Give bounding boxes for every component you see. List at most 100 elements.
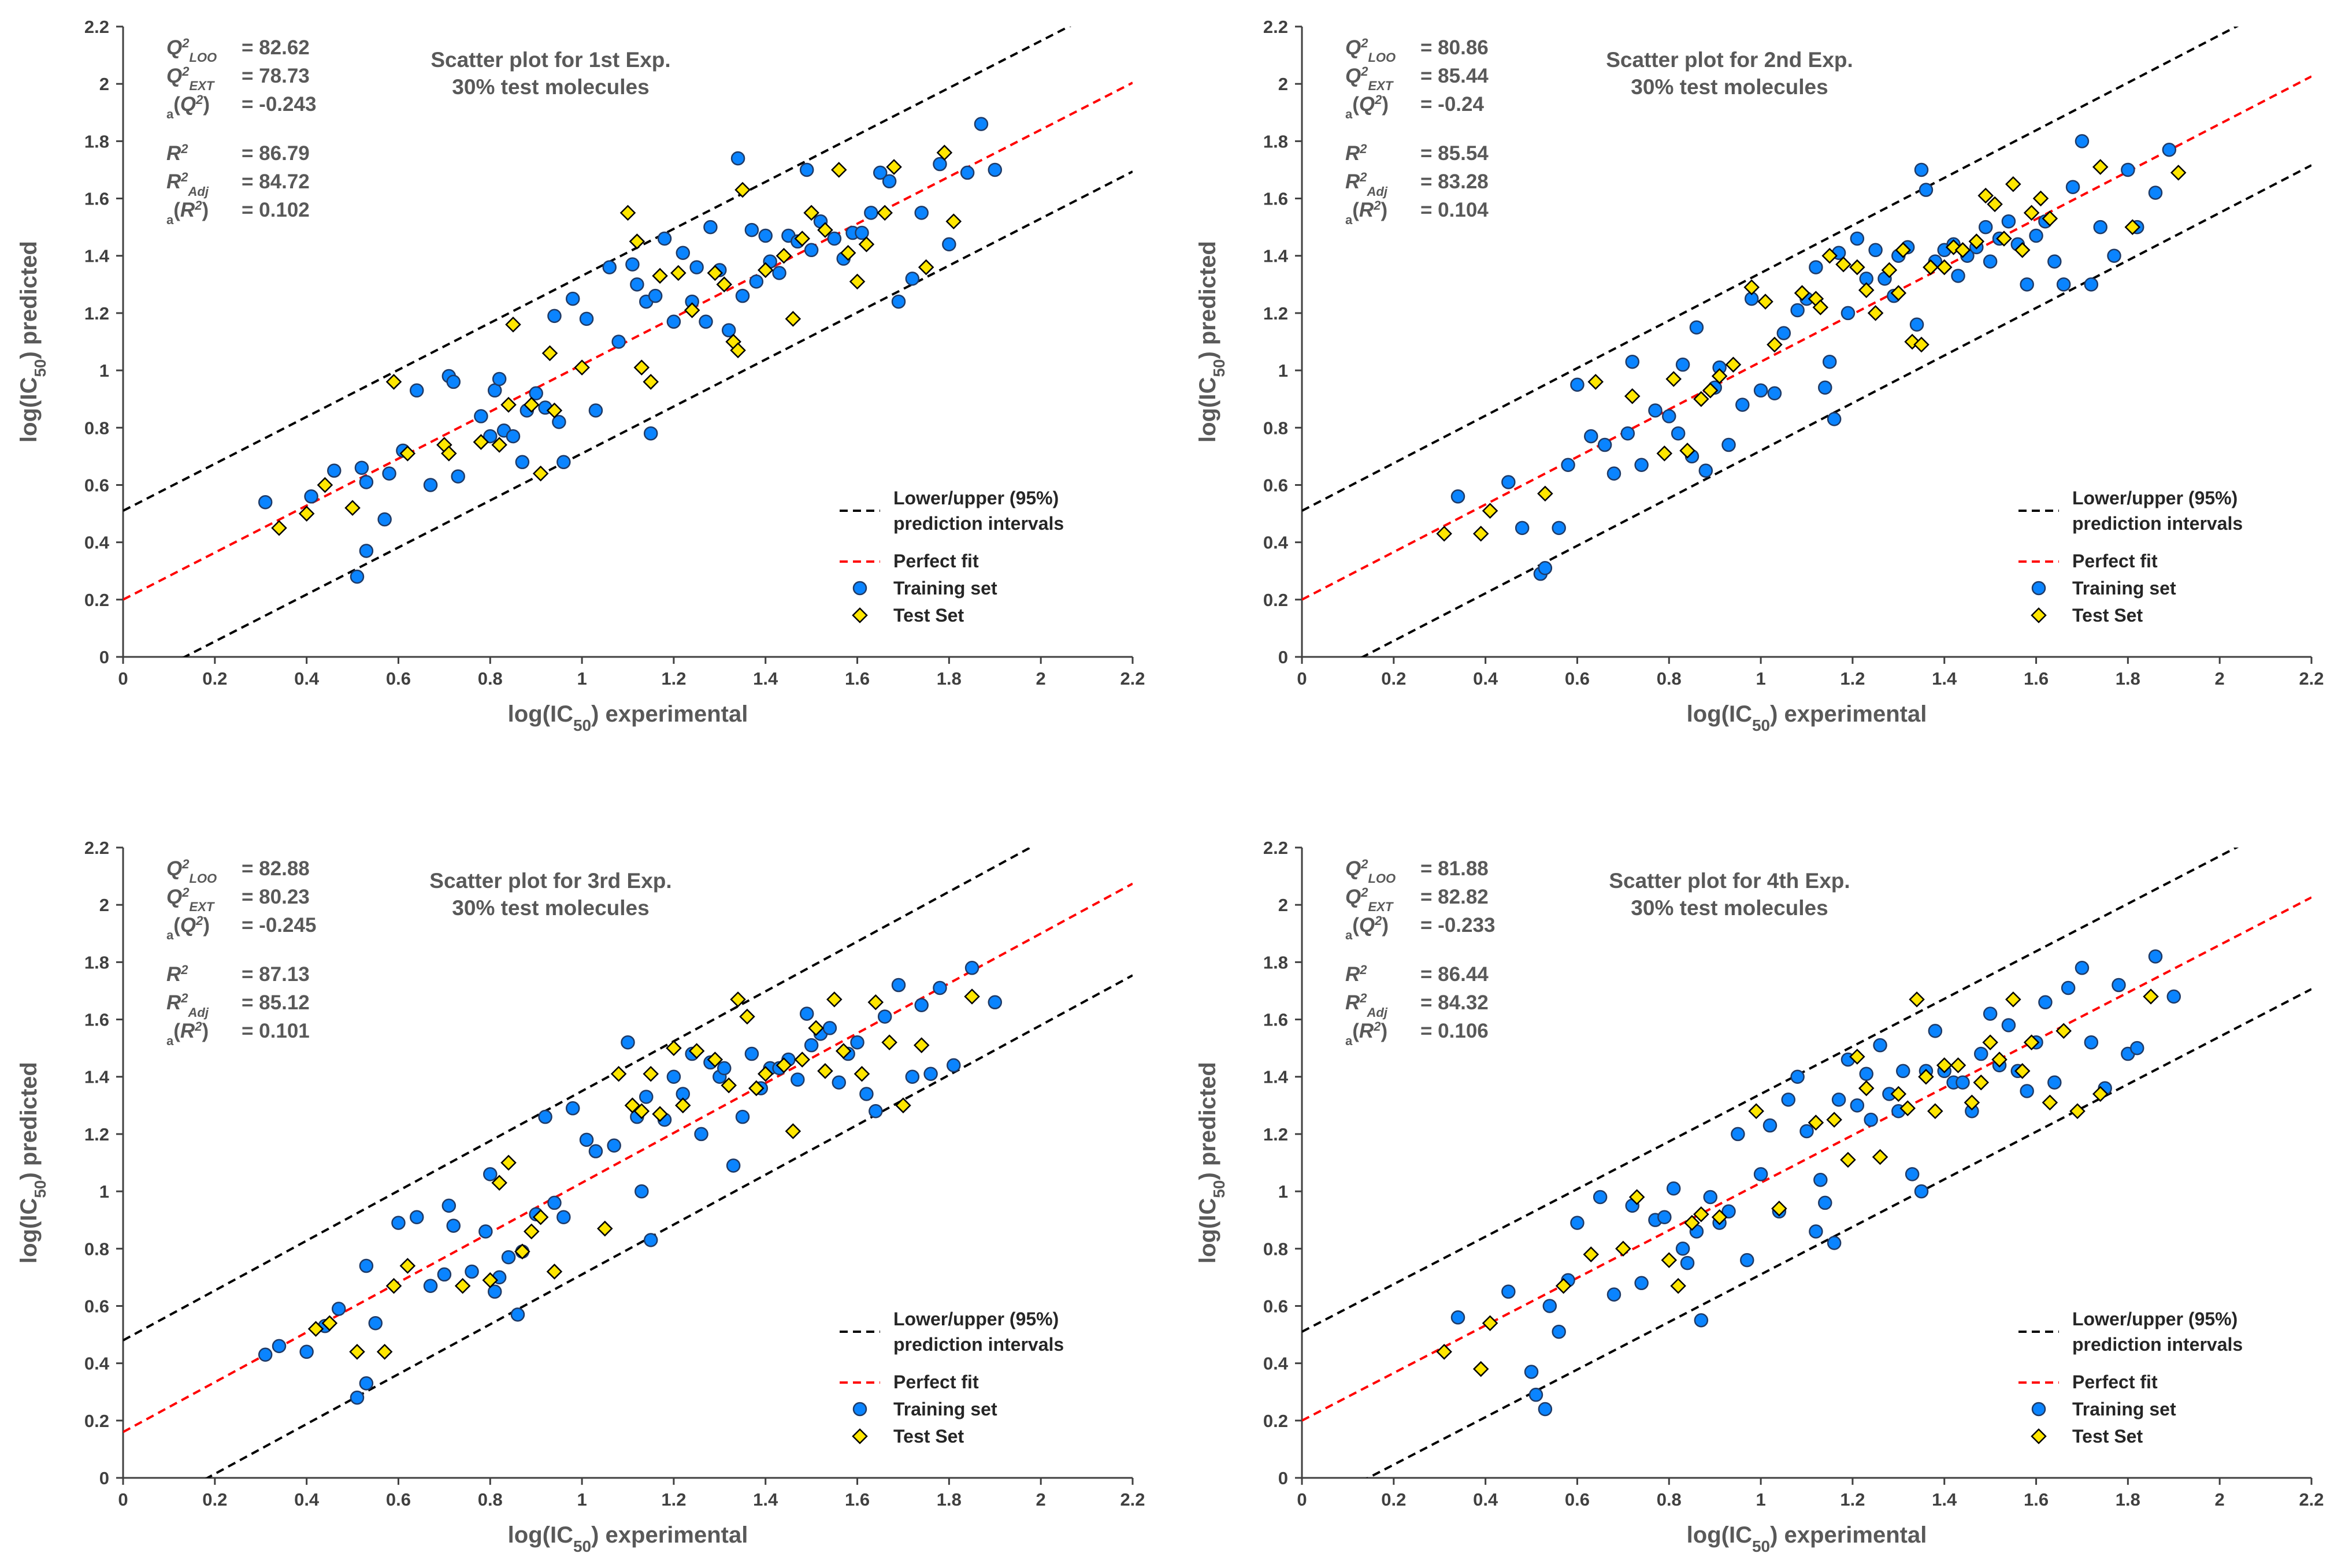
r2-adj-value: = 83.28 <box>1420 170 1489 193</box>
a-r2-label: a(R2) <box>166 198 209 227</box>
training-point <box>827 231 842 246</box>
training-point <box>350 569 365 584</box>
y-tick-label: 1 <box>1278 361 1288 381</box>
training-point <box>689 260 704 274</box>
training-point <box>1528 1387 1543 1402</box>
y-tick-label: 0.2 <box>84 1411 109 1431</box>
y-tick-label: 2.2 <box>1263 838 1288 858</box>
training-point <box>1501 1284 1516 1299</box>
test-point <box>1872 1149 1888 1165</box>
training-point <box>2075 961 2090 975</box>
legend-training-label: Training set <box>893 1399 997 1420</box>
training-point <box>1809 1224 1823 1239</box>
a-r2-label: a(R2) <box>166 1019 209 1048</box>
test-point <box>441 445 457 462</box>
test-point <box>1858 1080 1875 1097</box>
training-point <box>666 1069 681 1084</box>
training-point <box>1675 357 1690 372</box>
training-point <box>1538 1402 1553 1417</box>
training-point <box>478 1224 493 1239</box>
legend-training-swatch <box>852 1402 867 1417</box>
legend-training-swatch <box>2031 581 2046 596</box>
test-point <box>739 1008 755 1025</box>
y-tick-label: 0.2 <box>84 590 109 610</box>
test-point <box>317 477 333 493</box>
x-tick-label: 0.2 <box>1381 668 1406 689</box>
test-point <box>1436 1344 1452 1360</box>
training-point <box>643 1233 658 1247</box>
legend-interval-label-2: prediction intervals <box>2072 513 2243 534</box>
test-point <box>1757 293 1773 310</box>
chart-title: Scatter plot for 3rd Exp. <box>429 869 671 893</box>
test-point <box>546 1264 563 1280</box>
test-point <box>675 1097 691 1114</box>
y-tick-label: 0.8 <box>84 1239 109 1259</box>
test-point <box>1858 282 1875 299</box>
y-tick-label: 1.2 <box>84 303 109 324</box>
y-tick-label: 1.2 <box>1263 1124 1288 1145</box>
y-axis-label: log(IC50) predicted <box>1195 1062 1228 1264</box>
training-point <box>2093 220 2107 235</box>
training-point <box>1552 1324 1566 1339</box>
test-point <box>1909 991 1925 1008</box>
test-point <box>1881 262 1898 278</box>
r2-adj-label: R2Adj <box>166 170 209 199</box>
x-axis-label: log(IC50) experimental <box>1687 1522 1927 1555</box>
x-tick-label: 2 <box>1036 668 1046 689</box>
training-point <box>1813 1173 1828 1187</box>
y-tick-label: 1.8 <box>1263 952 1288 972</box>
x-tick-label: 0.4 <box>1473 668 1498 689</box>
training-point <box>1827 412 1842 426</box>
training-point <box>1703 1190 1717 1205</box>
x-tick-label: 0.6 <box>1565 668 1590 689</box>
x-tick-label: 0.8 <box>1657 1489 1682 1510</box>
training-point <box>382 466 396 481</box>
training-point <box>832 1075 847 1090</box>
x-tick-label: 1.8 <box>937 668 962 689</box>
x-tick-label: 2 <box>2215 668 2225 689</box>
test-point <box>867 994 884 1010</box>
a-q2-label: a(Q2) <box>1345 92 1389 121</box>
test-point <box>964 989 980 1005</box>
training-point <box>1731 1127 1745 1142</box>
legend-test-label: Test Set <box>893 1426 964 1447</box>
training-point <box>1634 458 1649 472</box>
y-tick-label: 0 <box>1278 647 1288 667</box>
test-point <box>482 1272 499 1288</box>
test-point <box>2042 210 2058 227</box>
training-point <box>822 1021 837 1035</box>
legend: Lower/upper (95%) prediction intervals Per… <box>2018 1309 2243 1447</box>
legend-test-swatch <box>2031 1428 2047 1444</box>
training-point <box>2121 162 2135 177</box>
test-point <box>1913 336 1929 353</box>
training-point <box>1593 1190 1608 1205</box>
test-point <box>2042 1094 2058 1111</box>
y-tick-label: 0.4 <box>1263 533 1289 553</box>
test-point <box>1936 259 1953 276</box>
training-point <box>1762 1118 1778 1133</box>
y-tick-label: 1.4 <box>1263 1067 1289 1087</box>
training-point <box>1818 1195 1832 1210</box>
y-tick-label: 0.2 <box>1263 1411 1288 1431</box>
x-tick-label: 2.2 <box>2299 668 2324 689</box>
test-point <box>1702 382 1719 399</box>
legend-test-swatch <box>852 607 868 623</box>
y-axis-label: log(IC50) predicted <box>1195 241 1228 443</box>
training-point <box>703 220 718 235</box>
x-tick-label: 1 <box>577 668 587 689</box>
test-point <box>619 205 636 221</box>
y-tick-label: 1.4 <box>84 246 110 266</box>
a-r2-value: = 0.102 <box>242 199 310 221</box>
a-r2-label: a(R2) <box>1345 1019 1387 1048</box>
lower-prediction-interval-line <box>1365 988 2311 1478</box>
test-point <box>1482 503 1498 519</box>
training-point <box>2129 1041 2144 1056</box>
test-point <box>734 181 751 198</box>
test-point <box>1624 388 1641 404</box>
training-point <box>2112 978 2126 993</box>
training-point <box>1450 1310 1465 1325</box>
test-point <box>597 1220 613 1237</box>
chart-title: Scatter plot for 2nd Exp. <box>1606 48 1853 72</box>
test-point <box>785 311 801 327</box>
legend-interval-label: Lower/upper (95%) <box>893 1309 1059 1329</box>
